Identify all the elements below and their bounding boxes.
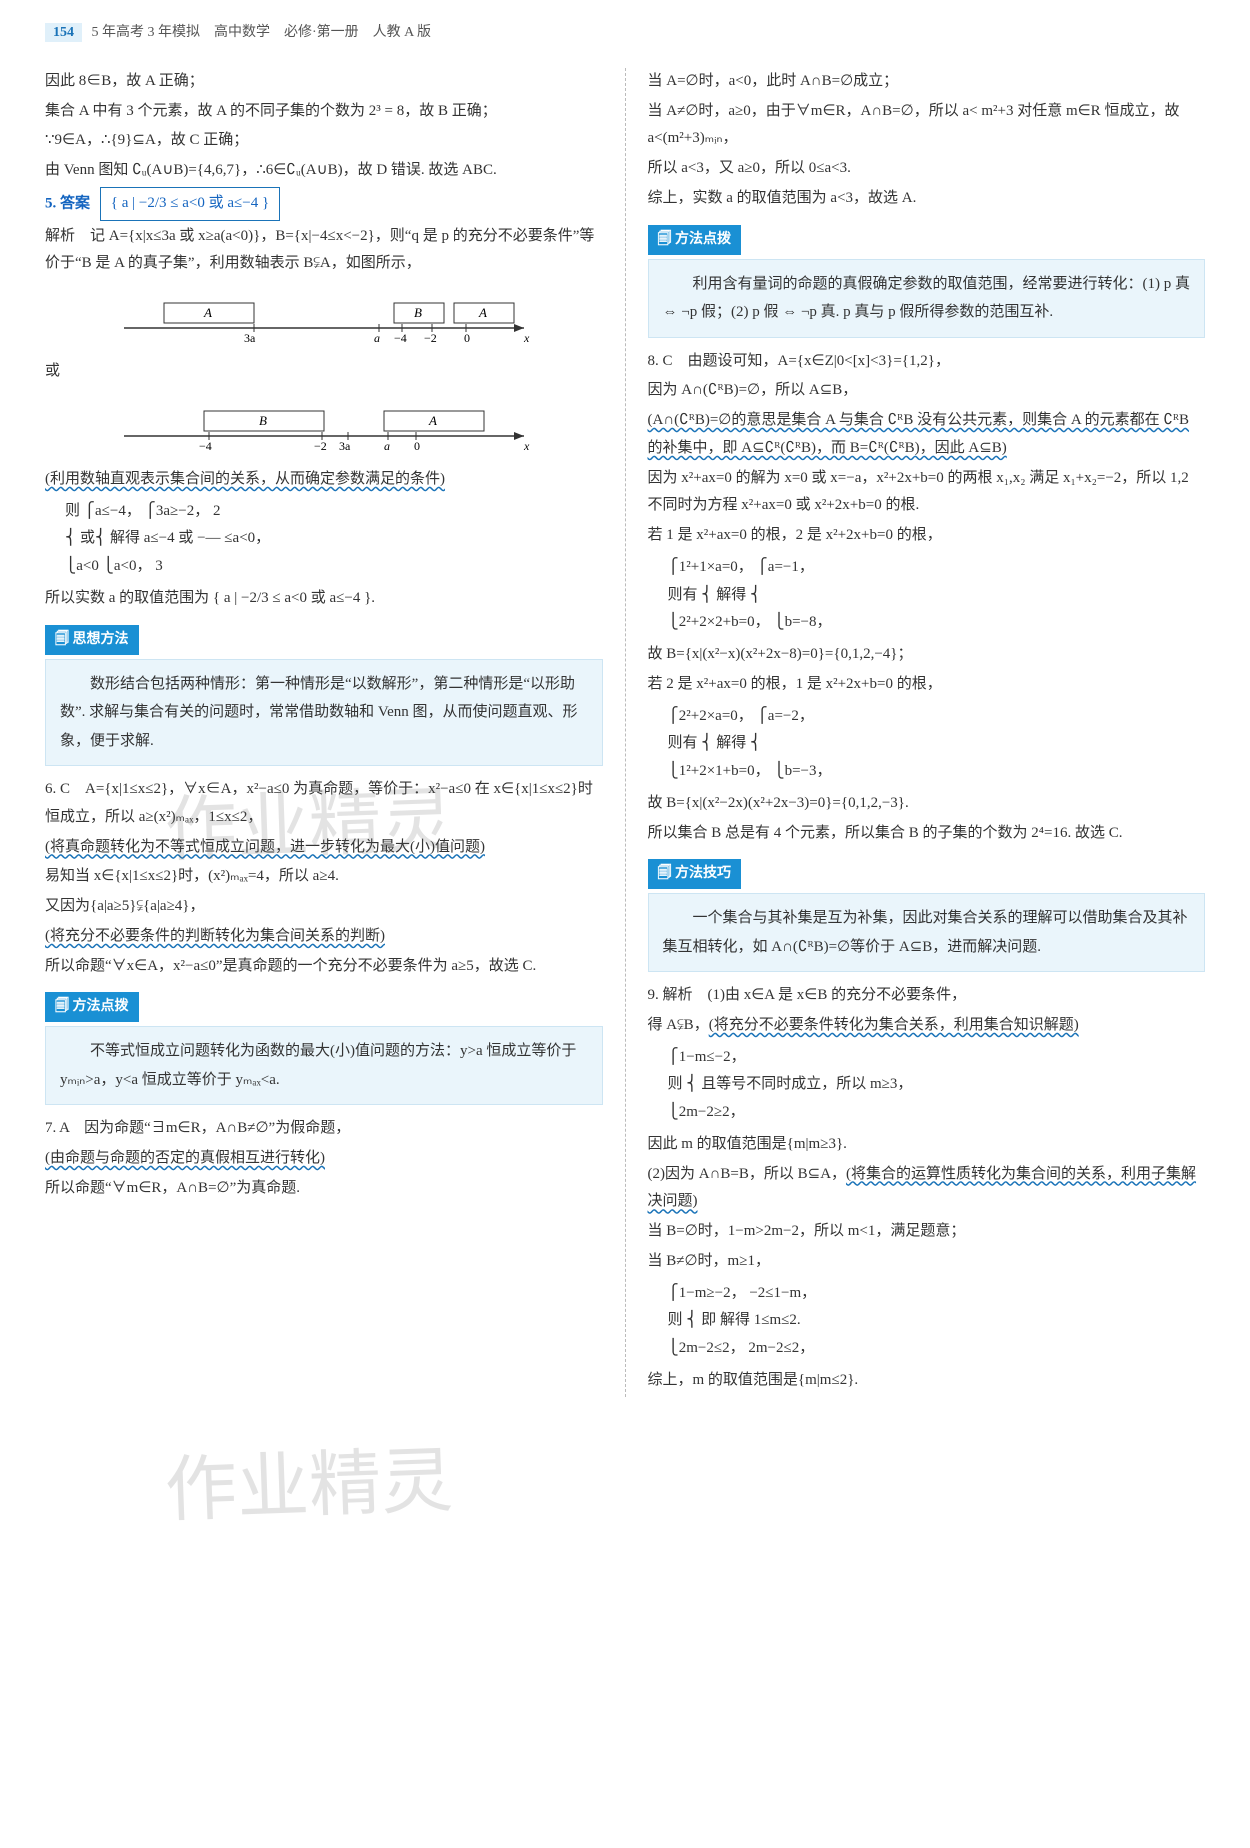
text: 当 B=∅时，1−m>2m−2，所以 m<1，满足题意； [648, 1218, 1206, 1246]
text: 若 1 是 x²+ax=0 的根，2 是 x²+2x+b=0 的根， [648, 522, 1206, 550]
brace-line: ⎩1²+2×1+b=0， ⎩b=−3， [668, 758, 1206, 786]
text: 当 A≠∅时，a≥0，由于∀m∈R，A∩B=∅，所以 a< m²+3 对任意 m… [648, 98, 1206, 154]
q5-number: 5. [45, 195, 56, 211]
text: 若 2 是 x²+ax=0 的根，1 是 x²+2x+b=0 的根， [648, 671, 1206, 699]
page-number: 154 [45, 23, 82, 42]
right-column: 当 A=∅时，a<0，此时 A∩B=∅成立； 当 A≠∅时，a≥0，由于∀m∈R… [626, 68, 1206, 1397]
question-8: 8. C 由题设可知，A={x∈Z|0<[x]<3}={1,2}， [648, 348, 1206, 376]
answer-box: { a | −2/3 ≤ a<0 或 a≤−4 } [100, 187, 280, 221]
brace-line: 则有 ⎨ 解得 ⎨ [668, 730, 1206, 758]
text: 所以命题“∀m∈R，A∩B=∅”为真命题. [45, 1175, 603, 1203]
svg-text:a: a [374, 331, 380, 345]
question-6: 6. C A={x|1≤x≤2}，∀x∈A，x²−a≤0 为真命题，等价于：x²… [45, 776, 603, 832]
text-wavy: (A∩(∁ᴿB)=∅的意思是集合 A 与集合 ∁ᴿB 没有公共元素，则集合 A … [648, 407, 1206, 463]
text-wavy: (将充分不必要条件转化为集合关系，利用集合知识解题) [709, 1017, 1079, 1033]
text: 集合 A 中有 3 个元素，故 A 的不同子集的个数为 2³ = 8，故 B 正… [45, 98, 603, 126]
text-wavy: (利用数轴直观表示集合间的关系，从而确定参数满足的条件) [45, 466, 603, 494]
svg-text:A: A [203, 305, 212, 320]
text: 因为 x²+ax=0 的解为 x=0 或 x=−a，x²+2x+b=0 的两根 … [648, 465, 1206, 521]
text: ∵9∈A，∴{9}⊆A，故 C 正确； [45, 127, 603, 155]
brace-eq: ⎧1²+1×a=0， ⎧a=−1， 则有 ⎨ 解得 ⎨ ⎩2²+2×2+b=0，… [668, 554, 1206, 637]
tip-header: 🗐 方法技巧 [648, 859, 742, 889]
text: 得 A⫋B， [648, 1017, 709, 1033]
question-7: 7. A 因为命题“∃m∈R，A∩B≠∅”为假命题， [45, 1115, 603, 1143]
svg-text:x: x [523, 331, 530, 345]
text: 综上，实数 a 的取值范围为 a<3，故选 A. [648, 185, 1206, 213]
text: 所以命题“∀x∈A，x²−a≤0”是真命题的一个充分不必要条件为 a≥5，故选 … [45, 953, 603, 981]
brace-line: ⎩2m−2≥2， [668, 1099, 1206, 1127]
brace-line: ⎩2m−2≤2， 2m−2≤2， [668, 1335, 1206, 1363]
tip-box: 一个集合与其补集是互为补集，因此对集合关系的理解可以借助集合及其补集互相转化，如… [648, 893, 1206, 972]
text: 得 A⫋B，(将充分不必要条件转化为集合关系，利用集合知识解题) [648, 1012, 1206, 1040]
svg-text:A: A [428, 413, 437, 428]
svg-text:−2: −2 [314, 439, 327, 453]
svg-text:a: a [384, 439, 390, 453]
svg-text:A: A [478, 305, 487, 320]
watermark-2: 作业精灵 [163, 1415, 455, 1558]
text: 又因为{a|a≥5}⫋{a|a≥4}， [45, 893, 603, 921]
svg-text:0: 0 [414, 439, 420, 453]
numberline-1: A B A 3a a −4 −2 0 x [104, 288, 544, 348]
text: 当 A=∅时，a<0，此时 A∩B=∅成立； [648, 68, 1206, 96]
svg-text:x: x [523, 439, 530, 453]
text: 因此 8∈B，故 A 正确； [45, 68, 603, 96]
text: 故 B={x|(x²−2x)(x²+2x−3)=0}={0,1,2,−3}. [648, 790, 1206, 818]
answer-label: 答案 [60, 195, 90, 211]
or-label: 或 [45, 358, 603, 386]
page-header: 154 5 年高考 3 年模拟 高中数学 必修·第一册 人教 A 版 [45, 20, 1205, 54]
text: 综上，m 的取值范围是{m|m≤2}. [648, 1367, 1206, 1395]
brace-eq: ⎧2²+2×a=0， ⎧a=−2， 则有 ⎨ 解得 ⎨ ⎩1²+2×1+b=0，… [668, 703, 1206, 786]
svg-text:B: B [414, 305, 422, 320]
brace-line: 则有 ⎨ 解得 ⎨ [668, 582, 1206, 610]
tip-box: 不等式恒成立问题转化为函数的最大(小)值问题的方法：y>a 恒成立等价于 yₘᵢ… [45, 1026, 603, 1105]
question-9: 9. 解析 (1)由 x∈A 是 x∈B 的充分不必要条件， [648, 982, 1206, 1010]
two-column-layout: 因此 8∈B，故 A 正确； 集合 A 中有 3 个元素，故 A 的不同子集的个… [45, 68, 1205, 1397]
brace-line: 则 ⎨ 即 解得 1≤m≤2. [668, 1307, 1206, 1335]
tip-box: 利用含有量词的命题的真假确定参数的取值范围，经常要进行转化：(1) p 真 ⇔ … [648, 259, 1206, 338]
header-title: 5 年高考 3 年模拟 高中数学 必修·第一册 人教 A 版 [92, 25, 432, 40]
text: (2)因为 A∩B=B，所以 B⊆A，(将集合的运算性质转化为集合间的关系，利用… [648, 1161, 1206, 1217]
brace-line: ⎧1²+1×a=0， ⎧a=−1， [668, 554, 1206, 582]
brace-line: 则 ⎧a≤−4， ⎧3a≥−2， 2 [65, 498, 603, 526]
question-5: 5. 答案 { a | −2/3 ≤ a<0 或 a≤−4 } [45, 187, 603, 221]
svg-text:−4: −4 [394, 331, 407, 345]
tip-box: 数形结合包括两种情形：第一种情形是“以数解形”，第二种情形是“以形助数”. 求解… [45, 659, 603, 767]
brace-line: ⎨ 或⎨ 解得 a≤−4 或 −— ≤a<0， [65, 525, 603, 553]
text-wavy: (将真命题转化为不等式恒成立问题，进一步转化为最大(小)值问题) [45, 834, 603, 862]
text: 因此 m 的取值范围是{m|m≥3}. [648, 1131, 1206, 1159]
text: 故 B={x|(x²−x)(x²+2x−8)=0}={0,1,2,−4}； [648, 641, 1206, 669]
brace-line: ⎩2²+2×2+b=0， ⎩b=−8， [668, 609, 1206, 637]
text: 所以实数 a 的取值范围为 { a | −2/3 ≤ a<0 或 a≤−4 }. [45, 585, 603, 613]
svg-text:3a: 3a [339, 439, 351, 453]
tip-header: 🗐 方法点拨 [45, 992, 139, 1022]
text: 因为 A∩(∁ᴿB)=∅，所以 A⊆B， [648, 377, 1206, 405]
brace-line: ⎧1−m≤−2， [668, 1044, 1206, 1072]
text: 解析 记 A={x|x≤3a 或 x≥a(a<0)}，B={x|−4≤x<−2}… [45, 223, 603, 279]
text-wavy: (将充分不必要条件的判断转化为集合间关系的判断) [45, 923, 603, 951]
svg-text:3a: 3a [244, 331, 256, 345]
brace-eq: ⎧1−m≥−2， −2≤1−m， 则 ⎨ 即 解得 1≤m≤2. ⎩2m−2≤2… [668, 1280, 1206, 1363]
brace-line: 则 ⎨ 且等号不同时成立，所以 m≥3， [668, 1071, 1206, 1099]
svg-text:−4: −4 [199, 439, 212, 453]
text: 当 B≠∅时，m≥1， [648, 1248, 1206, 1276]
brace-eq: 则 ⎧a≤−4， ⎧3a≥−2， 2 ⎨ 或⎨ 解得 a≤−4 或 −— ≤a<… [65, 498, 603, 581]
brace-eq: ⎧1−m≤−2， 则 ⎨ 且等号不同时成立，所以 m≥3， ⎩2m−2≥2， [668, 1044, 1206, 1127]
brace-line: ⎩a<0 ⎩a<0， 3 [65, 553, 603, 581]
svg-text:0: 0 [464, 331, 470, 345]
brace-line: ⎧2²+2×a=0， ⎧a=−2， [668, 703, 1206, 731]
text-wavy: (由命题与命题的否定的真假相互进行转化) [45, 1145, 603, 1173]
tip-header: 🗐 思想方法 [45, 625, 139, 655]
text: 易知当 x∈{x|1≤x≤2}时，(x²)ₘₐₓ=4，所以 a≥4. [45, 863, 603, 891]
numberline-2: B A −4 −2 3a a 0 x [104, 396, 544, 456]
brace-line: ⎧1−m≥−2， −2≤1−m， [668, 1280, 1206, 1308]
text: 所以 a<3，又 a≥0，所以 0≤a<3. [648, 155, 1206, 183]
text: (2)因为 A∩B=B，所以 B⊆A， [648, 1166, 847, 1182]
tip-header: 🗐 方法点拨 [648, 225, 742, 255]
svg-text:B: B [259, 413, 267, 428]
text: 由 Venn 图知 ∁ᵤ(A∪B)={4,6,7}，∴6∈∁ᵤ(A∪B)，故 D… [45, 157, 603, 185]
left-column: 因此 8∈B，故 A 正确； 集合 A 中有 3 个元素，故 A 的不同子集的个… [45, 68, 626, 1397]
svg-text:−2: −2 [424, 331, 437, 345]
text: 所以集合 B 总是有 4 个元素，所以集合 B 的子集的个数为 2⁴=16. 故… [648, 820, 1206, 848]
